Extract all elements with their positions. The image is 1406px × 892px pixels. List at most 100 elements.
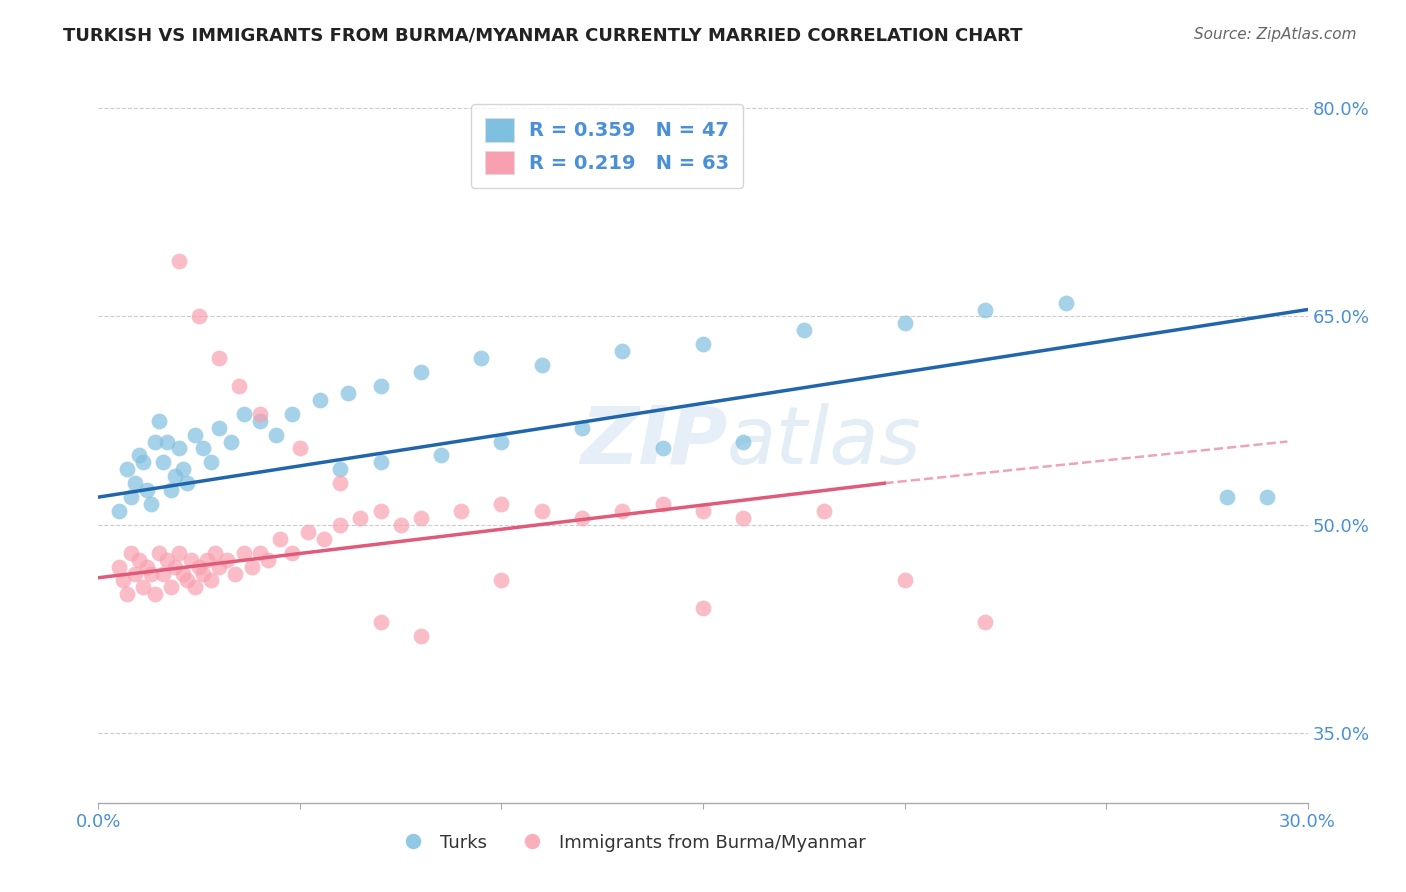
Point (314, 532, 336, 546)
Point (188, 559, 211, 574)
Point (389, 517, 412, 532)
Point (172, 462, 194, 476)
Point (124, 566, 146, 581)
Point (115, 587, 138, 601)
Point (409, 629, 432, 643)
Point (152, 566, 174, 581)
Point (208, 559, 231, 574)
Point (120, 546, 142, 560)
Point (491, 497, 513, 511)
Point (111, 574, 134, 588)
Point (208, 420, 231, 434)
Point (232, 407, 254, 421)
Point (240, 559, 263, 574)
Point (135, 559, 157, 574)
Point (450, 504, 472, 518)
Text: ZIP: ZIP (579, 402, 727, 481)
Point (107, 559, 129, 574)
Point (160, 483, 183, 498)
Point (167, 546, 190, 560)
Point (120, 490, 142, 504)
Point (1054, 295, 1077, 310)
Point (1256, 490, 1278, 504)
Point (297, 524, 319, 539)
Point (128, 449, 150, 463)
Point (974, 302, 997, 317)
Point (793, 323, 815, 337)
Point (143, 434, 166, 449)
Point (184, 427, 207, 442)
Point (221, 434, 243, 449)
Point (329, 517, 352, 532)
Point (692, 504, 714, 518)
Point (249, 414, 271, 428)
Point (733, 511, 755, 525)
Point (249, 407, 271, 421)
Point (430, 449, 453, 463)
Point (309, 392, 332, 407)
Point (249, 546, 271, 560)
Point (176, 574, 198, 588)
Point (143, 587, 166, 601)
Point (200, 574, 222, 588)
Point (256, 552, 278, 566)
Point (733, 434, 755, 449)
Point (329, 476, 352, 491)
Point (139, 497, 162, 511)
Point (204, 546, 226, 560)
Point (651, 497, 673, 511)
Point (172, 566, 194, 581)
Point (115, 462, 138, 476)
Point (370, 455, 392, 469)
Point (612, 344, 634, 359)
Point (124, 476, 146, 491)
Point (148, 546, 170, 560)
Point (288, 442, 311, 456)
Point (224, 566, 246, 581)
Point (217, 552, 239, 566)
Point (264, 427, 287, 442)
Point (167, 442, 190, 456)
Point (232, 546, 254, 560)
Point (132, 581, 155, 595)
Point (974, 615, 997, 630)
Point (409, 365, 432, 379)
Point (491, 434, 513, 449)
Point (370, 379, 392, 393)
Text: Source: ZipAtlas.com: Source: ZipAtlas.com (1194, 27, 1357, 42)
Point (281, 546, 304, 560)
Point (370, 615, 392, 630)
Point (893, 574, 915, 588)
Point (228, 379, 250, 393)
Point (269, 532, 291, 546)
Point (193, 442, 215, 456)
Point (409, 511, 432, 525)
Point (132, 455, 155, 469)
Point (139, 566, 162, 581)
Point (470, 351, 492, 366)
Point (893, 317, 915, 331)
Point (156, 434, 179, 449)
Text: atlas: atlas (727, 402, 922, 481)
Point (188, 310, 211, 324)
Point (337, 385, 360, 400)
Point (530, 358, 553, 372)
Point (349, 511, 371, 525)
Point (163, 559, 186, 574)
Point (176, 476, 198, 491)
Point (107, 504, 129, 518)
Point (530, 504, 553, 518)
Point (692, 601, 714, 615)
Point (281, 407, 304, 421)
Point (491, 574, 513, 588)
Point (208, 351, 231, 366)
Point (193, 566, 215, 581)
Point (1216, 490, 1239, 504)
Point (180, 552, 202, 566)
Point (329, 462, 352, 476)
Point (571, 420, 593, 434)
Point (160, 581, 183, 595)
Point (195, 552, 218, 566)
Point (167, 254, 190, 268)
Point (200, 455, 222, 469)
